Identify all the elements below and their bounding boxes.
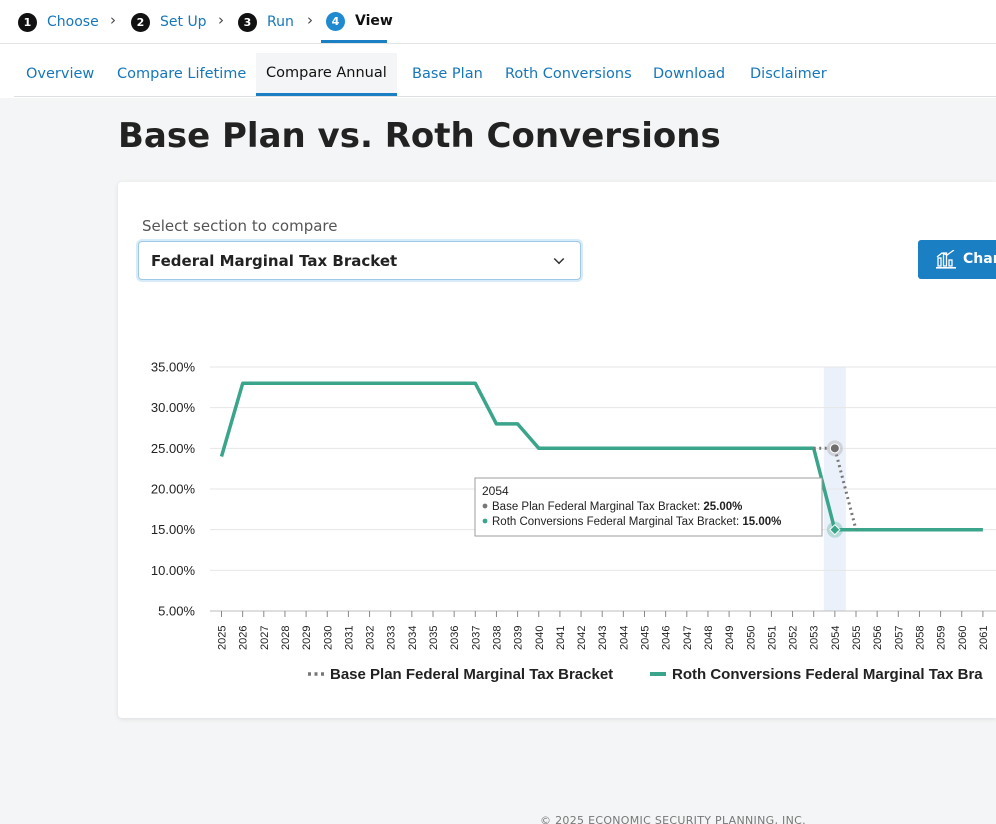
page-title: Base Plan vs. Roth Conversions: [118, 116, 721, 156]
x-tick-label: 2038: [491, 626, 503, 650]
x-tick-label: 2025: [217, 626, 229, 650]
step-view[interactable]: 4 View: [326, 11, 393, 31]
chevron-right-icon: ›: [218, 11, 224, 29]
tab-roth-conversions[interactable]: Roth Conversions: [505, 66, 632, 82]
x-tick-label: 2047: [682, 626, 694, 650]
tooltip-series-value: 25.00%: [703, 501, 742, 513]
tooltip-series-dot: [482, 503, 488, 509]
x-tick-label: 2054: [830, 626, 842, 650]
step-label: Set Up: [160, 14, 207, 30]
tab-overview[interactable]: Overview: [26, 66, 95, 82]
x-tick-label: 2045: [640, 626, 652, 650]
x-tick-label: 2059: [936, 626, 948, 650]
x-tick-label: 2036: [449, 626, 461, 650]
x-tick-label: 2050: [745, 626, 757, 650]
x-tick-label: 2030: [322, 626, 334, 650]
legend-base-plan-label: Base Plan Federal Marginal Tax Bracket: [330, 666, 613, 683]
x-tick-label: 2052: [788, 626, 800, 650]
tab-download[interactable]: Download: [653, 66, 726, 82]
tooltip-line: Base Plan Federal Marginal Tax Bracket: …: [492, 501, 742, 513]
x-tick-label: 2041: [555, 626, 567, 650]
step-label: Choose: [47, 14, 99, 30]
x-tick-label: 2026: [238, 626, 250, 650]
x-tick-label: 2031: [343, 626, 355, 650]
x-tick-label: 2053: [809, 626, 821, 650]
x-tick-label: 2042: [576, 626, 588, 650]
step-run[interactable]: 3 Run: [238, 12, 294, 32]
y-tick-label: 10.00%: [151, 563, 196, 578]
step-number: 1: [18, 12, 37, 32]
x-tick-label: 2055: [851, 626, 863, 650]
x-tick-label: 2058: [914, 626, 926, 650]
bar-chart-icon: [936, 250, 956, 269]
select-section-label: Select section to compare: [142, 217, 338, 235]
tooltip-series-label: Base Plan Federal Marginal Tax Bracket:: [492, 501, 703, 513]
tooltip-title: 2054: [482, 484, 509, 498]
copyright-footer: © 2025 ECONOMIC SECURITY PLANNING, INC.: [540, 814, 806, 824]
step-number: 3: [238, 12, 257, 32]
y-tick-label: 35.00%: [151, 360, 196, 375]
x-tick-label: 2044: [618, 626, 630, 650]
x-tick-label: 2046: [661, 626, 673, 650]
tab-bar-divider: [14, 96, 996, 97]
x-tick-label: 2049: [724, 626, 736, 650]
x-tick-label: 2043: [597, 626, 609, 650]
y-tick-label: 5.00%: [158, 604, 195, 619]
active-step-indicator: [321, 40, 387, 43]
x-tick-label: 2028: [280, 626, 292, 650]
tooltip-series-dot: [482, 518, 488, 524]
chevron-right-icon: ›: [307, 11, 313, 29]
chart-view-button-label: Char: [963, 251, 996, 267]
chart-view-button[interactable]: Char: [918, 240, 996, 279]
base-plan-hover-point: [829, 443, 840, 454]
step-set-up[interactable]: 2 Set Up: [131, 12, 207, 32]
chart-tooltip: 2054 Base Plan Federal Marginal Tax Brack…: [474, 477, 823, 537]
base-plan-series-line: [813, 446, 858, 531]
tab-compare-lifetime[interactable]: Compare Lifetime: [117, 66, 247, 82]
x-tick-label: 2061: [978, 626, 990, 650]
tab-base-plan[interactable]: Base Plan: [412, 66, 483, 82]
step-number: 2: [131, 12, 150, 32]
tooltip-box: [474, 477, 823, 537]
tab-compare-annual[interactable]: Compare Annual: [256, 53, 397, 96]
tab-disclaimer[interactable]: Disclaimer: [750, 66, 827, 82]
roth-hover-point: [829, 523, 841, 536]
x-tick-label: 2051: [766, 626, 778, 650]
x-tick-label: 2035: [428, 626, 440, 650]
x-tick-label: 2037: [470, 626, 482, 650]
step-label: Run: [267, 14, 294, 30]
legend-roth-label: Roth Conversions Federal Marginal Tax Br…: [672, 666, 983, 683]
section-select[interactable]: Federal Marginal Tax Bracket: [138, 241, 581, 280]
step-number: 4: [326, 11, 345, 31]
x-tick-label: 2039: [513, 626, 525, 650]
y-tick-label: 25.00%: [151, 441, 196, 456]
x-tick-label: 2040: [534, 626, 546, 650]
x-tick-label: 2029: [301, 626, 313, 650]
x-tick-label: 2032: [365, 626, 377, 650]
tab-bar: [0, 44, 996, 98]
x-tick-label: 2027: [259, 626, 271, 650]
step-choose[interactable]: 1 Choose: [18, 12, 99, 32]
y-tick-label: 30.00%: [151, 400, 196, 415]
tooltip-line: Roth Conversions Federal Marginal Tax Br…: [492, 516, 781, 528]
x-tick-label: 2057: [893, 626, 905, 650]
y-tick-label: 15.00%: [151, 522, 196, 537]
x-tick-label: 2060: [957, 626, 969, 650]
chevron-right-icon: ›: [110, 11, 116, 29]
x-tick-label: 2034: [407, 626, 419, 650]
tooltip-series-label: Roth Conversions Federal Marginal Tax Br…: [492, 516, 742, 528]
x-tick-label: 2048: [703, 626, 715, 650]
tooltip-series-value: 15.00%: [742, 516, 781, 528]
y-tick-label: 20.00%: [151, 482, 196, 497]
chart-legend: Base Plan Federal Marginal Tax Bracket Ro…: [308, 666, 983, 683]
x-tick-label: 2056: [872, 626, 884, 650]
x-tick-label: 2033: [386, 626, 398, 650]
progress-stepper: [0, 0, 996, 44]
section-select-value: Federal Marginal Tax Bracket: [151, 252, 398, 270]
step-label: View: [355, 13, 393, 29]
